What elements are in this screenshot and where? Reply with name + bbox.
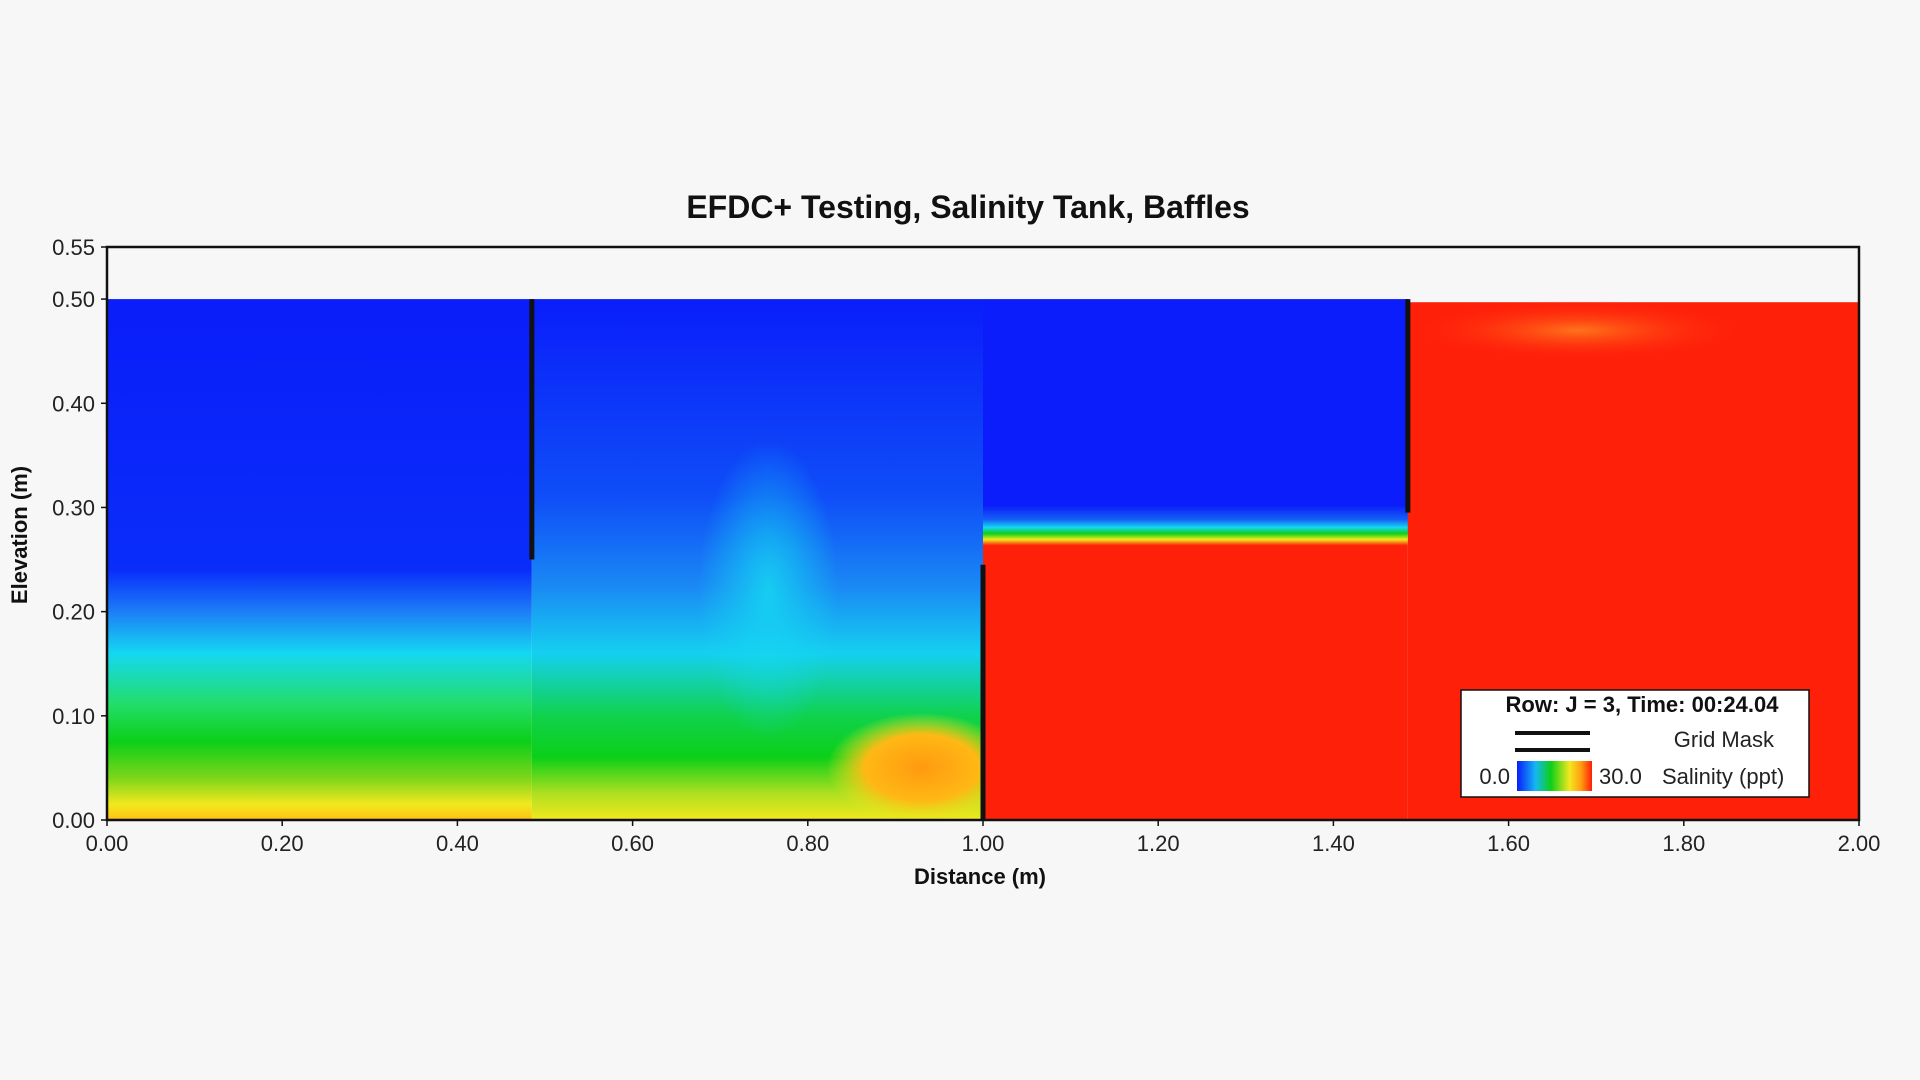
x-tick-label: 0.40 (436, 831, 479, 856)
legend-scale-max: 30.0 (1599, 764, 1642, 789)
x-tick-label: 0.80 (786, 831, 829, 856)
salinity-zone-left (107, 299, 532, 820)
x-axis-ticks: 0.00 0.20 0.40 0.60 0.80 1.00 1.20 1.40 1.60 1.80… (86, 820, 1881, 856)
y-tick-label: 0.30 (52, 495, 95, 520)
y-tick-label: 0.20 (52, 600, 95, 625)
x-tick-label: 0.20 (261, 831, 304, 856)
salinity-zone-lower-right (983, 545, 1408, 820)
salinity-zone-upper-right (983, 299, 1408, 534)
legend-title: Row: J = 3, Time: 00:24.04 (1506, 692, 1780, 717)
x-tick-label: 1.00 (962, 831, 1005, 856)
chart-title: EFDC+ Testing, Salinity Tank, Baffles (686, 189, 1249, 225)
halocline-band (983, 505, 1408, 546)
surface-mixing (1408, 300, 1749, 361)
legend-scale-label: Salinity (ppt) (1662, 764, 1784, 789)
x-tick-label: 0.00 (86, 831, 129, 856)
legend-mask-label: Grid Mask (1674, 727, 1775, 752)
x-tick-label: 2.00 (1838, 831, 1881, 856)
y-axis-ticks: 0.00 0.10 0.20 0.30 0.40 0.50 0.55 (52, 235, 107, 833)
y-axis-label: Elevation (m) (7, 466, 32, 604)
y-tick-label: 0.50 (52, 287, 95, 312)
salinity-color-scale (1517, 761, 1592, 791)
x-tick-label: 1.40 (1312, 831, 1355, 856)
mixing-plume (698, 440, 839, 741)
x-tick-label: 1.60 (1487, 831, 1530, 856)
legend-scale-min: 0.0 (1479, 764, 1510, 789)
saline-pocket (826, 712, 1017, 823)
x-axis-label: Distance (m) (914, 864, 1046, 889)
y-tick-label: 0.10 (52, 704, 95, 729)
x-tick-label: 1.80 (1662, 831, 1705, 856)
grid-mask-baffles (529, 299, 1411, 820)
x-tick-label: 1.20 (1137, 831, 1180, 856)
y-tick-label: 0.55 (52, 235, 95, 260)
y-tick-label: 0.00 (52, 808, 95, 833)
y-tick-label: 0.40 (52, 391, 95, 416)
legend-box: Row: J = 3, Time: 00:24.04 Grid Mask 0.0… (1460, 689, 1810, 798)
x-tick-label: 0.60 (611, 831, 654, 856)
